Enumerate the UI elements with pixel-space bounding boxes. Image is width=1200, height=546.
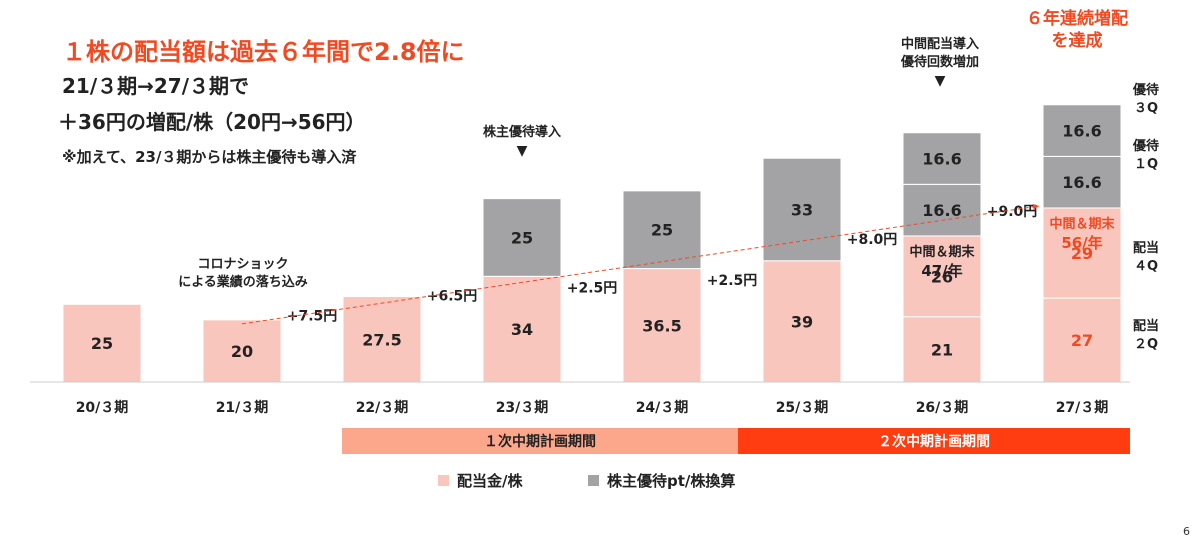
- increment-label: +2.5円: [567, 281, 618, 297]
- right-label-line: 優待: [1132, 139, 1159, 154]
- headline: １株の配当額は過去６年間で2.8倍に: [62, 38, 465, 66]
- period-label-2nd: ２次中期計画期間: [878, 434, 990, 450]
- right-label-line: ２Q: [1133, 337, 1159, 352]
- bar-value-label: 27.5: [362, 330, 401, 349]
- page-number: 6: [1183, 525, 1190, 538]
- period-bar-1st: １次中期計画期間: [342, 428, 738, 454]
- corona-line-1: コロナショック: [197, 257, 289, 272]
- achievement-label: ６年連続増配 を達成: [1022, 8, 1132, 52]
- bar-segment-dividend: [622, 268, 702, 383]
- x-tick-label: 26/３期: [916, 400, 969, 416]
- increment-label: +7.5円: [287, 309, 338, 325]
- bar-segment-dividend: [62, 303, 142, 383]
- x-tick-label: 27/３期: [1056, 400, 1109, 416]
- trend-arrow: [241, 203, 1040, 325]
- bar-segment-yutai: [902, 132, 982, 185]
- down-arrow-icon: ▼: [934, 73, 946, 89]
- right-label-dividend-2q: 配当 ２Q: [1122, 318, 1170, 354]
- bar-value-label: 29: [1071, 244, 1093, 263]
- bar-segment-yutai: [1042, 155, 1122, 209]
- bar-value-label: 33: [791, 201, 813, 220]
- bar-value-label: 27: [1071, 331, 1093, 350]
- legend-label-dividend: 配当金/株: [457, 472, 523, 490]
- yutai-intro-text: 株主優待導入: [482, 125, 561, 140]
- bar-value-label: 16.6: [1062, 122, 1101, 141]
- total-label-line: 56/年: [1061, 234, 1102, 252]
- bar-value-label: 25: [511, 228, 533, 247]
- bar-segment-yutai: [622, 190, 702, 270]
- increment-label: +6.5円: [427, 288, 478, 304]
- bar-value-label: 39: [791, 312, 813, 331]
- subheadline-period: 21/３期→27/３期で: [62, 74, 250, 98]
- bar-value-label: 26: [931, 267, 953, 286]
- right-label-line: ４Q: [1133, 259, 1159, 274]
- x-tick-label: 22/３期: [356, 400, 409, 416]
- period-bar-2nd: ２次中期計画期間: [738, 428, 1130, 454]
- bar-segment-dividend: [202, 319, 282, 383]
- x-tick-label: 24/３期: [636, 400, 689, 416]
- legend-swatch-yutai: [588, 475, 599, 486]
- achievement-line-2: を達成: [1051, 31, 1103, 51]
- achievement-line-1: ６年連続増配: [1026, 9, 1128, 29]
- bar-segment-yutai: [482, 198, 562, 277]
- bar-segment-dividend: [902, 316, 982, 383]
- bar-value-label: 20: [231, 342, 253, 361]
- right-label-line: ３Q: [1133, 101, 1159, 116]
- bar-value-label: 34: [511, 320, 533, 339]
- legend-item-dividend: 配当金/株: [438, 470, 522, 491]
- yutai-intro-annotation: 株主優待導入 ▼: [462, 124, 582, 160]
- bar-segment-yutai: [902, 183, 982, 237]
- x-tick-label: 25/３期: [776, 400, 829, 416]
- corona-annotation: コロナショック による業績の落ち込み: [168, 256, 318, 292]
- interim-intro-line-1: 中間配当導入: [900, 37, 979, 52]
- right-label-yutai-3q: 優待 ３Q: [1122, 82, 1170, 118]
- bar-value-label: 25: [91, 334, 113, 353]
- increment-label: +8.0円: [847, 232, 898, 248]
- bar-value-label: 16.6: [1062, 173, 1101, 192]
- legend-label-yutai: 株主優待pt/株換算: [607, 472, 736, 490]
- bar-value-label: 16.6: [922, 201, 961, 220]
- corona-line-2: による業績の落ち込み: [178, 275, 308, 290]
- total-label-line: 中間＆期末: [1049, 216, 1115, 232]
- total-label-line: 47/年: [921, 262, 962, 280]
- x-tick-label: 20/３期: [76, 400, 129, 416]
- bar-value-label: 16.6: [922, 150, 961, 169]
- increment-label: +2.5円: [707, 273, 758, 289]
- right-label-line: 配当: [1132, 319, 1159, 334]
- bar-segment-dividend: [482, 275, 562, 383]
- down-arrow-icon: ▼: [516, 143, 528, 159]
- right-label-line: 優待: [1132, 83, 1159, 98]
- bar-segment-dividend: [342, 296, 422, 383]
- x-tick-label: 21/３期: [216, 400, 269, 416]
- legend-item-yutai: 株主優待pt/株換算: [588, 470, 735, 491]
- subheadline-increase: ＋36円の増配/株（20円→56円）: [58, 110, 366, 134]
- right-label-line: １Q: [1133, 157, 1159, 172]
- right-label-line: 配当: [1132, 241, 1159, 256]
- bar-segment-dividend: [1042, 207, 1122, 299]
- period-label-1st: １次中期計画期間: [484, 434, 596, 450]
- bar-value-label: 21: [931, 340, 953, 359]
- interim-intro-line-2: 優待回数増加: [900, 55, 979, 70]
- bar-segment-yutai: [1042, 104, 1122, 157]
- yutai-note: ※加えて、23/３期からは株主優待も導入済: [62, 148, 357, 166]
- bar-segment-dividend: [902, 235, 982, 318]
- bar-segment-dividend: [762, 260, 842, 383]
- x-tick-label: 23/３期: [496, 400, 549, 416]
- right-label-dividend-4q: 配当 ４Q: [1122, 240, 1170, 276]
- increment-label: +9.0円: [987, 204, 1038, 220]
- bar-value-label: 25: [651, 221, 673, 240]
- interim-intro-annotation: 中間配当導入 優待回数増加 ▼: [880, 36, 1000, 90]
- right-label-yutai-1q: 優待 １Q: [1122, 138, 1170, 174]
- total-label-line: 中間＆期末: [909, 244, 975, 260]
- legend-swatch-dividend: [438, 475, 449, 486]
- bar-segment-yutai: [762, 157, 842, 262]
- bar-value-label: 36.5: [642, 316, 681, 335]
